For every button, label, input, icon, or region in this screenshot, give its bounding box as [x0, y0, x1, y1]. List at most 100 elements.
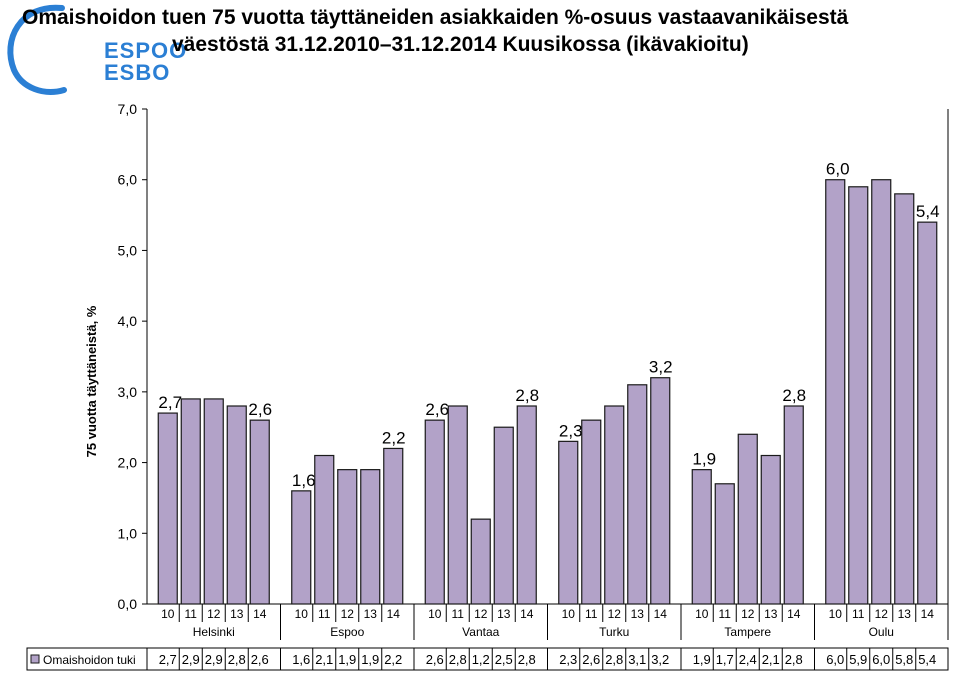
x-tick-label: 10 [562, 607, 576, 621]
table-value: 1,7 [716, 652, 734, 667]
x-tick-label: 13 [230, 607, 244, 621]
bar-vantaa-14 [516, 405, 537, 605]
data-label: 2,8 [782, 386, 806, 405]
table-value: 2,9 [182, 652, 200, 667]
table-value: 1,2 [472, 652, 490, 667]
bar-tampere-14 [783, 405, 804, 605]
bar-oulu-14 [917, 221, 938, 605]
bar-tampere-13 [760, 454, 781, 605]
x-tick-label: 11 [719, 607, 732, 621]
x-tick-label: 12 [207, 607, 221, 621]
x-tick-label: 14 [387, 607, 401, 621]
bar-vantaa-11 [447, 405, 468, 605]
table-value: 3,1 [628, 652, 646, 667]
data-label: 1,6 [292, 471, 316, 490]
table-value: 2,5 [495, 652, 513, 667]
x-tick-label: 14 [654, 607, 668, 621]
x-tick-label: 14 [787, 607, 801, 621]
data-label: 5,4 [916, 202, 940, 221]
x-tick-label: 11 [452, 607, 465, 621]
data-label: 2,7 [158, 393, 182, 412]
table-value: 5,8 [895, 652, 913, 667]
table-value: 1,9 [693, 652, 711, 667]
data-label: 3,2 [649, 358, 673, 377]
table-value: 2,7 [159, 652, 177, 667]
table-value: 2,8 [605, 652, 623, 667]
bar-helsinki-11 [180, 398, 201, 605]
table-value: 5,4 [918, 652, 936, 667]
data-label: 2,3 [559, 421, 583, 440]
x-tick-label: 11 [852, 607, 865, 621]
espoo-logo-arc [7, 4, 67, 95]
table-value: 2,1 [762, 652, 780, 667]
bar-tampere-10 [691, 469, 712, 605]
x-tick-label: 14 [921, 607, 935, 621]
data-label: 2,8 [515, 386, 539, 405]
data-table-frame [26, 647, 949, 671]
bar-turku-13 [627, 384, 648, 605]
table-value: 2,6 [426, 652, 444, 667]
data-label: 2,2 [382, 428, 406, 447]
bar-espoo-11 [314, 454, 335, 605]
bar-chart: 0,0 1,0 2,0 3,0 4,0 5,0 6,0 7,0 2,7 2,6 1,6 2,2 2,6… [26, 101, 949, 671]
category-table: 10 2,7 11 2,9 12 2,9 13 2,8 14 2,6 Helsinki 10 1,6 11… [26, 604, 949, 671]
y-axis-label: 75 vuotta täyttäneistä, % [84, 305, 99, 457]
chart-title: Omaishoidon tuen 75 vuotta täyttäneiden … [22, 4, 952, 58]
legend-series-name: Omaishoidon tuki [43, 653, 136, 667]
bar-turku-12 [604, 405, 625, 605]
bar-oulu-10 [825, 179, 846, 605]
y-tick-label: 1,0 [118, 525, 138, 541]
x-tick-label: 12 [474, 607, 488, 621]
bar-espoo-14 [383, 447, 404, 605]
table-value: 2,8 [518, 652, 536, 667]
bar-vantaa-13 [493, 426, 514, 605]
group-label-turku: Turku [599, 625, 629, 639]
bar-helsinki-12 [203, 398, 224, 605]
x-tick-label: 13 [364, 607, 378, 621]
x-tick-label: 11 [318, 607, 331, 621]
y-tick-label: 0,0 [118, 596, 138, 612]
x-tick-label: 13 [898, 607, 912, 621]
bar-helsinki-14 [249, 419, 270, 605]
table-value: 6,0 [872, 652, 890, 667]
table-value: 1,9 [361, 652, 379, 667]
x-tick-label: 10 [161, 607, 175, 621]
x-tick-label: 10 [428, 607, 442, 621]
bar-tampere-11 [714, 483, 735, 605]
table-value: 1,6 [292, 652, 310, 667]
bar-espoo-12 [337, 469, 358, 605]
table-value: 2,8 [228, 652, 246, 667]
table-value: 6,0 [826, 652, 844, 667]
bar-turku-14 [650, 377, 671, 605]
data-label: 2,6 [425, 400, 449, 419]
title-line-2: väestöstä 31.12.2010–31.12.2014 Kuusikos… [172, 33, 749, 56]
y-tick-label: 7,0 [118, 101, 138, 117]
bar-helsinki-10 [157, 412, 178, 605]
espoo-logo: ESPOO ESBO [7, 4, 186, 95]
x-tick-label: 11 [185, 607, 198, 621]
bar-oulu-13 [894, 193, 915, 605]
x-tick-label: 10 [295, 607, 309, 621]
group-label-espoo: Espoo [330, 625, 364, 639]
bar-turku-11 [581, 419, 602, 605]
table-value: 2,2 [384, 652, 402, 667]
table-value: 5,9 [849, 652, 867, 667]
bar-vantaa-12 [470, 518, 491, 605]
y-tick-label: 6,0 [118, 172, 138, 188]
x-tick-label: 12 [341, 607, 355, 621]
group-label-vantaa: Vantaa [462, 625, 499, 639]
y-tick-label: 3,0 [118, 384, 138, 400]
table-value: 2,3 [559, 652, 577, 667]
legend-swatch [30, 654, 40, 664]
bar-espoo-13 [360, 469, 381, 605]
bar-oulu-12 [871, 179, 892, 605]
x-tick-label: 10 [829, 607, 843, 621]
x-tick-label: 12 [875, 607, 889, 621]
table-value: 2,8 [449, 652, 467, 667]
x-tick-label: 13 [764, 607, 778, 621]
group-label-oulu: Oulu [869, 625, 894, 639]
group-label-helsinki: Helsinki [193, 625, 235, 639]
y-tick-label: 5,0 [118, 242, 138, 258]
x-tick-label: 14 [253, 607, 267, 621]
x-tick-label: 12 [741, 607, 755, 621]
